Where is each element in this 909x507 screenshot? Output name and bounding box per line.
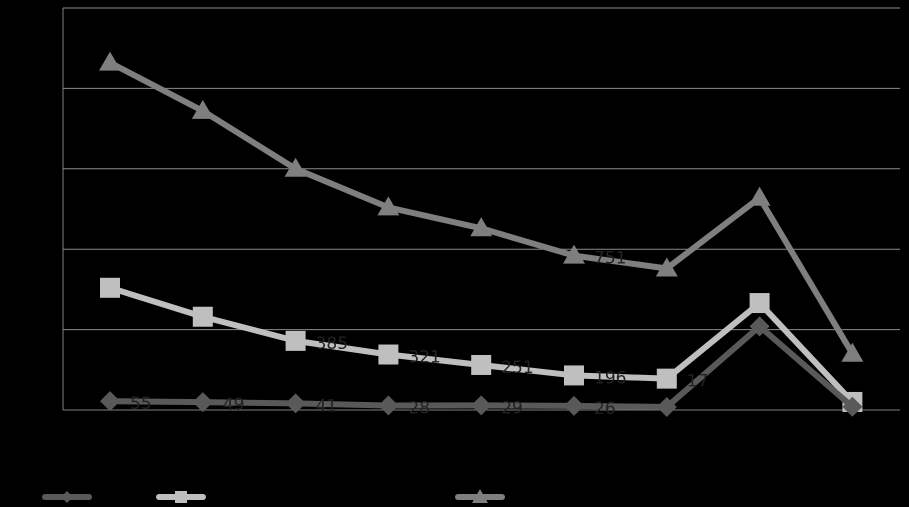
series-2-point-7 <box>656 368 677 389</box>
series-1-label-1: 55 <box>130 394 152 414</box>
legend-item-3 <box>455 489 505 503</box>
series-3-point-5 <box>470 217 493 237</box>
series-1-point-8 <box>749 316 770 337</box>
series-2-point-5 <box>471 354 492 375</box>
series-2-point-4 <box>378 344 399 365</box>
series-1-point-1 <box>100 391 120 412</box>
series-1-label-6: 26 <box>594 399 616 419</box>
series-1 <box>100 316 863 417</box>
series-2-point-1 <box>100 277 120 298</box>
series-3-point-4 <box>377 196 400 216</box>
series-1-label-5: 29 <box>501 398 523 418</box>
series-3-point-2 <box>191 99 214 119</box>
series-1-label-3: 41 <box>316 396 338 416</box>
series-3-label-6: 751 <box>594 249 626 269</box>
series-2-point-2 <box>192 306 213 327</box>
gridlines <box>63 7 900 331</box>
series-1-point-7 <box>656 396 677 417</box>
series-3 <box>99 51 864 362</box>
series-3-point-6 <box>563 244 585 264</box>
series-layer <box>99 51 864 417</box>
series-2-label-4: 321 <box>408 348 440 368</box>
legend <box>42 489 505 503</box>
series-1-point-4 <box>378 395 399 416</box>
series-1-point-9 <box>842 396 863 417</box>
series-1-point-5 <box>471 395 492 416</box>
series-1-point-6 <box>564 395 584 416</box>
series-1-label-2: 49 <box>223 395 245 415</box>
series-3-line <box>108 60 855 356</box>
series-2-label-6: 196 <box>594 368 626 388</box>
legend-item-2 <box>156 491 206 503</box>
legend-marker-1 <box>61 491 73 503</box>
series-2-point-8 <box>749 293 770 314</box>
series-2-point-3 <box>285 330 306 351</box>
series-3-point-9 <box>841 342 864 362</box>
series-1-label-4: 28 <box>408 398 430 418</box>
series-2-label-5: 251 <box>501 358 533 378</box>
legend-marker-3 <box>472 489 488 503</box>
series-1-point-3 <box>285 393 306 414</box>
series-3-point-8 <box>748 186 771 206</box>
legend-marker-2 <box>175 491 187 503</box>
series-2-label-3: 385 <box>316 334 348 354</box>
data-label-layer: 751 385 321 251 196 17 55 49 41 28 29 26 <box>130 249 708 419</box>
series-2-point-6 <box>564 365 584 386</box>
series-3-point-1 <box>99 51 121 71</box>
series-1-point-2 <box>192 392 213 413</box>
legend-item-1 <box>42 491 92 503</box>
series-2 <box>100 277 863 412</box>
series-3-point-3 <box>284 157 307 177</box>
series-2-label-7: 17 <box>687 372 709 392</box>
series-3-point-7 <box>655 257 678 277</box>
